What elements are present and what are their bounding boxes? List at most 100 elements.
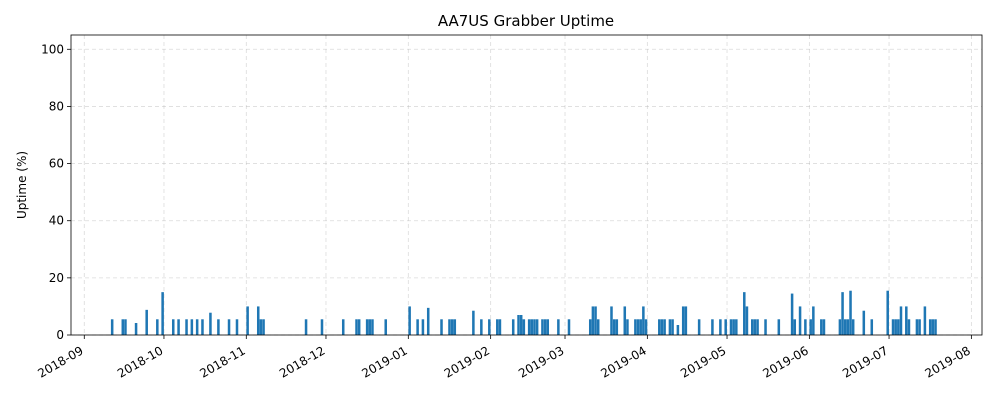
x-tick-label: 2019-04 <box>598 343 648 380</box>
uptime-bar <box>177 319 180 335</box>
uptime-bar <box>519 315 523 335</box>
bars <box>110 290 937 335</box>
x-tick-label: 2019-05 <box>678 343 728 380</box>
y-tick-label: 20 <box>49 271 64 285</box>
uptime-bar <box>915 319 919 335</box>
uptime-bar <box>724 319 727 335</box>
uptime-bar <box>790 293 794 335</box>
uptime-bar <box>408 306 411 335</box>
uptime-bar <box>235 319 239 335</box>
y-tick-label: 100 <box>41 42 64 56</box>
uptime-bar <box>201 319 204 335</box>
uptime-bar <box>371 319 374 335</box>
uptime-bar <box>894 319 897 335</box>
uptime-bar <box>846 319 850 335</box>
uptime-bar <box>851 319 855 335</box>
uptime-bar <box>594 306 597 335</box>
uptime-bar <box>480 319 483 335</box>
uptime-bar <box>905 306 908 335</box>
uptime-bar <box>676 325 680 335</box>
uptime-bar <box>849 290 852 335</box>
uptime-bar <box>262 319 265 335</box>
x-tick-label: 2019-02 <box>442 343 492 380</box>
x-tick-label: 2018-10 <box>115 343 165 380</box>
uptime-bar <box>923 306 927 335</box>
y-tick-label: 60 <box>49 157 64 171</box>
uptime-bar <box>546 319 550 335</box>
uptime-bar <box>615 319 619 335</box>
uptime-bar <box>259 319 263 335</box>
uptime-bar <box>535 319 539 335</box>
uptime-bar <box>756 319 759 335</box>
uptime-bar <box>341 319 345 335</box>
uptime-bar <box>440 319 443 335</box>
uptime-bar <box>843 319 847 335</box>
uptime-bar <box>320 319 324 335</box>
uptime-bar <box>735 319 738 335</box>
grid <box>71 35 982 336</box>
uptime-bar <box>862 310 866 335</box>
uptime-bar <box>365 319 369 335</box>
uptime-bar <box>357 319 361 335</box>
uptime-bar <box>304 319 308 335</box>
uptime-bar <box>899 306 903 335</box>
uptime-bar <box>636 319 640 335</box>
uptime-bar <box>256 306 260 335</box>
x-tick-label: 2019-03 <box>516 343 566 380</box>
uptime-bar <box>416 319 419 335</box>
uptime-bar <box>658 319 661 335</box>
x-tick-label: 2018-09 <box>35 343 85 380</box>
uptime-bar <box>543 319 547 335</box>
uptime-bar <box>533 319 536 335</box>
uptime-bar <box>110 319 114 335</box>
uptime-bar <box>886 290 889 335</box>
uptime-bar <box>124 319 127 335</box>
uptime-bar <box>841 292 844 335</box>
uptime-bar <box>171 319 175 335</box>
uptime-bar <box>541 319 544 335</box>
y-axis-label: Uptime (%) <box>15 151 29 219</box>
uptime-bar <box>684 306 688 335</box>
uptime-bar <box>931 319 935 335</box>
uptime-bar <box>660 319 664 335</box>
uptime-bar <box>567 319 571 335</box>
uptime-bar <box>498 319 502 335</box>
uptime-bar <box>812 306 815 335</box>
uptime-bar <box>227 319 231 335</box>
uptime-bar <box>610 306 613 335</box>
uptime-bar <box>777 319 781 335</box>
uptime-bar <box>644 319 648 335</box>
axes <box>70 34 983 336</box>
uptime-bar <box>928 319 932 335</box>
uptime-bar <box>732 319 735 335</box>
uptime-bar <box>156 319 159 335</box>
uptime-bar <box>838 319 842 335</box>
uptime-bar <box>448 319 451 335</box>
chart-title: AA7US Grabber Uptime <box>438 12 614 30</box>
x-tick-label: 2019-07 <box>840 343 890 380</box>
uptime-bar <box>426 307 430 335</box>
uptime-bar <box>918 319 921 335</box>
uptime-bar <box>934 319 937 335</box>
uptime-bar <box>209 312 212 335</box>
uptime-bar <box>697 319 701 335</box>
uptime-bar <box>121 319 125 335</box>
uptime-bar <box>743 292 746 335</box>
uptime-bar <box>190 319 194 335</box>
uptime-bar <box>750 319 754 335</box>
uptime-bar <box>421 319 425 335</box>
uptime-bar <box>681 306 685 335</box>
x-tick-label: 2019-08 <box>922 343 972 380</box>
uptime-bar <box>517 315 520 335</box>
uptime-bar <box>793 319 797 335</box>
uptime-bar <box>145 309 148 335</box>
uptime-bar <box>711 319 714 335</box>
uptime-bar <box>527 319 531 335</box>
uptime-bar <box>639 319 642 335</box>
uptime-bar <box>612 319 616 335</box>
x-tick-label: 2018-12 <box>277 343 327 380</box>
uptime-bar <box>355 319 358 335</box>
uptime-bar <box>753 319 757 335</box>
uptime-bar <box>822 319 826 335</box>
